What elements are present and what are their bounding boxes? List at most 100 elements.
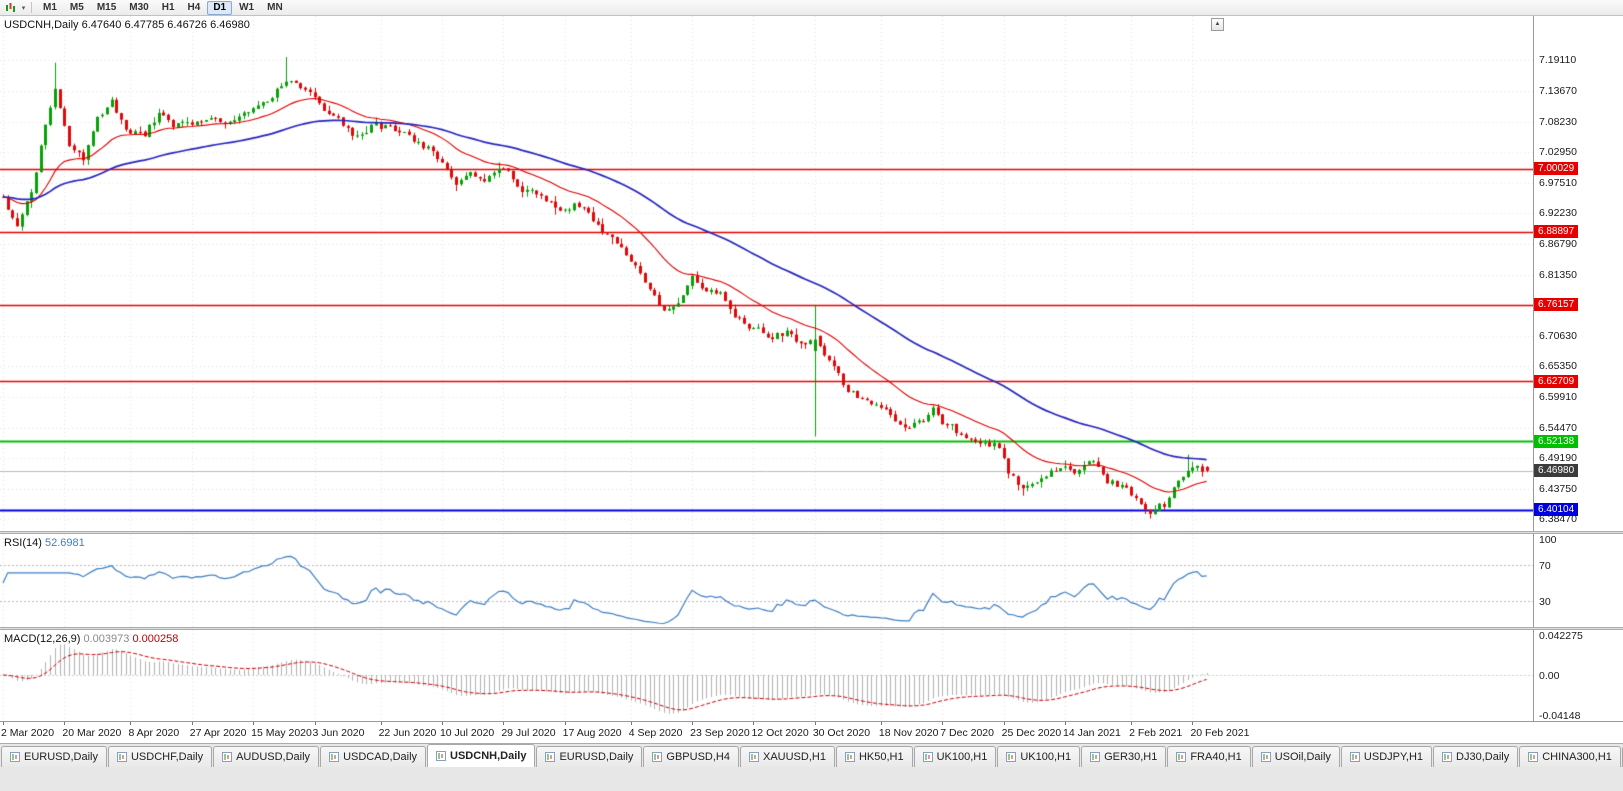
macd-header: MACD(12,26,9) 0.003973 0.000258	[4, 633, 178, 645]
toolbar-separator	[31, 2, 32, 13]
macd-tick-label: -0.04148	[1539, 710, 1581, 721]
chart-tab-icon	[1176, 752, 1187, 762]
price-axis[interactable]: 7.19110 7.13670 7.08230 7.02950 6.97510 6.922…	[1533, 16, 1623, 531]
time-tick	[503, 722, 504, 725]
date-label: 2 Mar 2020	[1, 727, 55, 739]
chart-tab-icon	[1260, 752, 1271, 762]
time-tick	[815, 722, 816, 725]
chart-tab-dj30-daily[interactable]: DJ30,Daily	[1433, 746, 1519, 767]
chart-tab-ger30-h1[interactable]: GER30,H1	[1081, 746, 1167, 767]
rsi-panel: RSI(14) 52.6981 100 70 30	[0, 534, 1623, 627]
price-tick-label: 6.65350	[1539, 360, 1577, 373]
price-tick-label: 7.02950	[1539, 145, 1577, 158]
time-axis[interactable]: 2 Mar 2020 20 Mar 2020 8 Apr 2020 27 Apr 20…	[0, 721, 1623, 743]
timeframe-button-w1[interactable]: W1	[239, 1, 255, 13]
chart-title: USDCNH,Daily 6.47640 6.47785 6.46726 6.4…	[4, 19, 250, 31]
date-label: 20 Mar 2020	[62, 727, 122, 739]
chart-tab-uk100-h1[interactable]: UK100,H1	[997, 746, 1081, 767]
macd-axis[interactable]: 0.042275 0.00 -0.04148	[1533, 630, 1623, 721]
chart-tab-label: EURUSD,Daily	[24, 751, 98, 763]
chevron-down-icon[interactable]: ▾	[21, 4, 26, 12]
chart-tab-china300-h1[interactable]: CHINA300,H1	[1519, 746, 1621, 767]
date-label: 14 Jan 2021	[1063, 727, 1121, 739]
timeframe-button-d1[interactable]: D1	[207, 0, 233, 15]
timeframe-button-h1[interactable]: H1	[161, 1, 175, 13]
chart-tab-label: USDJPY,H1	[1363, 751, 1424, 763]
chart-tab-usoil-h1[interactable]: USOil,H1	[1621, 746, 1623, 767]
chart-tab-label: AUDUSD,Daily	[236, 751, 311, 763]
rsi-value: 52.6981	[44, 537, 85, 549]
main-chart-panel: USDCNH,Daily 6.47640 6.47785 6.46726 6.4…	[0, 16, 1623, 531]
price-tick-label: 6.86790	[1539, 237, 1577, 250]
chart-tab-usdchf-daily[interactable]: USDCHF,Daily	[107, 746, 213, 767]
timeframe-button-m15[interactable]: M15	[96, 1, 117, 13]
chart-tab-icon	[436, 751, 447, 761]
chart-symbol-period: USDCNH,Daily	[4, 19, 79, 31]
timeframe-button-m30[interactable]: M30	[129, 1, 149, 13]
chart-tab-usdcnh-daily[interactable]: USDCNH,Daily	[427, 744, 536, 767]
price-tick-label: 6.92230	[1539, 206, 1577, 219]
level-price-label: 6.76157	[1534, 298, 1579, 311]
price-tick-label: 6.81350	[1539, 268, 1577, 281]
chart-tab-uk100-h1[interactable]: UK100,H1	[913, 746, 997, 767]
chart-tab-label: UK100,H1	[1020, 751, 1072, 763]
ohlc-low: 6.46726	[167, 19, 208, 31]
date-label: 10 Jul 2020	[439, 727, 495, 739]
chart-tab-audusd-daily[interactable]: AUDUSD,Daily	[213, 746, 320, 767]
chart-tab-usdjpy-h1[interactable]: USDJPY,H1	[1340, 746, 1433, 767]
time-tick	[315, 722, 316, 725]
main-chart-canvas[interactable]	[0, 16, 1533, 531]
chart-type-icon[interactable]	[3, 2, 18, 14]
rsi-splitter[interactable]	[0, 531, 1623, 534]
timeframe-button-h4[interactable]: H4	[187, 1, 201, 13]
rsi-axis[interactable]: 100 70 30	[1533, 534, 1623, 627]
chart-tab-fra40-h1[interactable]: FRA40,H1	[1167, 746, 1251, 767]
timeframe-button-m1[interactable]: M1	[43, 1, 57, 13]
chart-stack: USDCNH,Daily 6.47640 6.47785 6.46726 6.4…	[0, 16, 1623, 743]
date-label: 22 Jun 2020	[378, 727, 437, 739]
chart-tab-icon	[1090, 752, 1101, 762]
price-tick-label: 6.43750	[1539, 483, 1577, 496]
chart-up-arrow-button[interactable]: ▲	[1211, 18, 1224, 31]
current-price-label: 6.46980	[1534, 464, 1579, 478]
date-label: 25 Dec 2020	[1001, 727, 1062, 739]
time-tick	[1004, 722, 1005, 725]
date-label: 7 Dec 2020	[940, 727, 994, 739]
time-tick	[942, 722, 943, 725]
level-price-label: 6.88897	[1534, 225, 1579, 239]
chart-tab-eurusd-daily[interactable]: EURUSD,Daily	[536, 746, 643, 767]
timeframe-button-m5[interactable]: M5	[69, 1, 84, 13]
macd-label: MACD(12,26,9)	[4, 633, 81, 645]
time-tick	[692, 722, 693, 725]
time-tick	[881, 722, 882, 725]
macd-canvas[interactable]	[0, 630, 1533, 721]
chart-tab-gbpusd-h4[interactable]: GBPUSD,H4	[643, 746, 739, 767]
rsi-tick-label: 100	[1539, 534, 1557, 546]
chart-tab-icon	[748, 752, 759, 762]
chart-tab-label: USOil,Daily	[1274, 751, 1331, 763]
chart-tab-hk50-h1[interactable]: HK50,H1	[835, 746, 913, 767]
chart-tab-label: USDCAD,Daily	[343, 751, 418, 763]
chart-tab-usdcad-daily[interactable]: USDCAD,Daily	[320, 746, 427, 767]
chart-tab-xauusd-h1[interactable]: XAUUSD,H1	[739, 746, 835, 767]
level-price-label: 7.00029	[1534, 162, 1579, 175]
date-label: 3 Jun 2020	[312, 727, 365, 739]
date-label: 18 Nov 2020	[878, 727, 939, 739]
level-price-label: 6.52138	[1534, 434, 1579, 448]
chart-tab-eurusd-daily[interactable]: EURUSD,Daily	[1, 746, 107, 767]
time-tick	[753, 722, 754, 725]
date-label: 29 Jul 2020	[501, 727, 556, 739]
date-label: 4 Sep 2020	[628, 727, 683, 739]
time-tick	[130, 722, 131, 725]
chart-tab-usoil-daily[interactable]: USOil,Daily	[1251, 746, 1340, 767]
rsi-tick-label: 30	[1539, 596, 1551, 608]
time-tick	[253, 722, 254, 725]
chart-tab-label: DJ30,Daily	[1456, 751, 1510, 763]
level-price-label: 6.62709	[1534, 374, 1579, 388]
macd-splitter[interactable]	[0, 627, 1623, 630]
date-label: 17 Aug 2020	[562, 727, 622, 739]
chart-tab-icon	[844, 752, 855, 762]
timeframe-button-mn[interactable]: MN	[267, 1, 283, 13]
rsi-canvas[interactable]	[0, 534, 1533, 627]
macd-tick-label: 0.00	[1539, 670, 1560, 682]
